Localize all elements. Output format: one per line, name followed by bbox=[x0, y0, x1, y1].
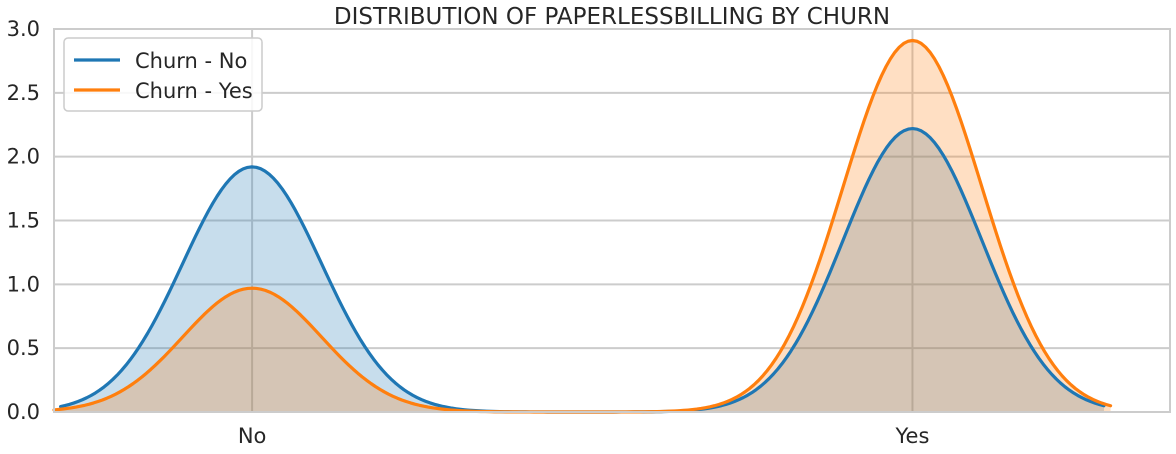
legend: Churn - No Churn - Yes bbox=[63, 37, 263, 112]
y-tick-label: 0.0 bbox=[7, 400, 40, 424]
x-tick-label: Yes bbox=[895, 424, 930, 448]
y-tick-label: 1.0 bbox=[7, 272, 40, 296]
series-area-churn-no bbox=[60, 128, 1104, 412]
chart-title: DISTRIBUTION OF PAPERLESSBILLING BY CHUR… bbox=[334, 4, 890, 30]
legend-label: Churn - Yes bbox=[135, 79, 253, 103]
y-tick-label: 2.5 bbox=[7, 81, 40, 105]
y-tick-label: 1.5 bbox=[7, 209, 40, 233]
plot-frame bbox=[53, 28, 1171, 413]
y-tick-label: 0.5 bbox=[7, 336, 40, 360]
x-tick-label: No bbox=[238, 424, 267, 448]
legend-box bbox=[63, 37, 263, 112]
y-tick-labels: 0.0 0.5 1.0 1.5 2.0 2.5 3.0 bbox=[7, 17, 40, 424]
legend-label: Churn - No bbox=[135, 49, 247, 73]
series-areas bbox=[54, 40, 1111, 413]
y-tick-label: 3.0 bbox=[7, 17, 40, 41]
series-area-churn-yes bbox=[54, 40, 1111, 413]
x-tick-labels: No Yes bbox=[238, 424, 930, 448]
y-tick-label: 2.0 bbox=[7, 145, 40, 169]
